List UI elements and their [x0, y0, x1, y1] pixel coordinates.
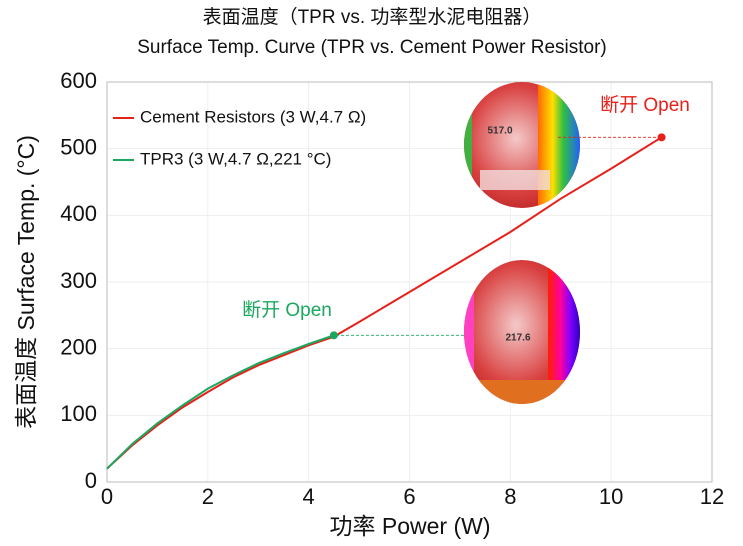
x-tick-label: 6	[403, 484, 415, 509]
x-axis-label: 功率 Power (W)	[330, 513, 491, 539]
annotation: 517.0	[487, 126, 512, 137]
x-tick-label: 4	[303, 484, 315, 509]
thermal-image-top	[464, 82, 580, 208]
x-tick-label: 12	[700, 484, 724, 509]
annotation: 断开 Open	[600, 94, 690, 116]
y-tick-label: 500	[60, 134, 97, 159]
grid	[106, 81, 713, 483]
y-tick-label: 400	[60, 201, 97, 226]
plot-frame	[106, 81, 713, 483]
y-tick-label: 300	[60, 268, 97, 293]
y-tick-label: 100	[60, 401, 97, 426]
end-marker	[329, 331, 338, 340]
end-marker	[657, 133, 666, 142]
series-line	[106, 136, 663, 470]
x-tick-label: 2	[202, 484, 214, 509]
x-tick-label: 10	[599, 484, 623, 509]
chart-title: 表面温度（TPR vs. 功率型水泥电阻器）	[203, 6, 542, 28]
y-tick-label: 200	[60, 334, 97, 359]
annotation: 断开 Open	[242, 299, 332, 321]
legend-label: Cement Resistors (3 W,4.7 Ω)	[140, 107, 366, 126]
annotation: 217.6	[505, 333, 530, 344]
chart-subtitle: Surface Temp. Curve (TPR vs. Cement Powe…	[137, 37, 607, 58]
y-tick-label: 600	[60, 68, 97, 93]
series-line	[106, 334, 335, 470]
x-tick-label: 8	[504, 484, 516, 509]
y-axis-label: 表面温度 Surface Temp. (°C)	[13, 135, 39, 429]
legend-label: TPR3 (3 W,4.7 Ω,221 °C)	[140, 149, 331, 168]
x-tick-label: 0	[101, 484, 113, 509]
y-tick-label: 0	[85, 468, 97, 493]
